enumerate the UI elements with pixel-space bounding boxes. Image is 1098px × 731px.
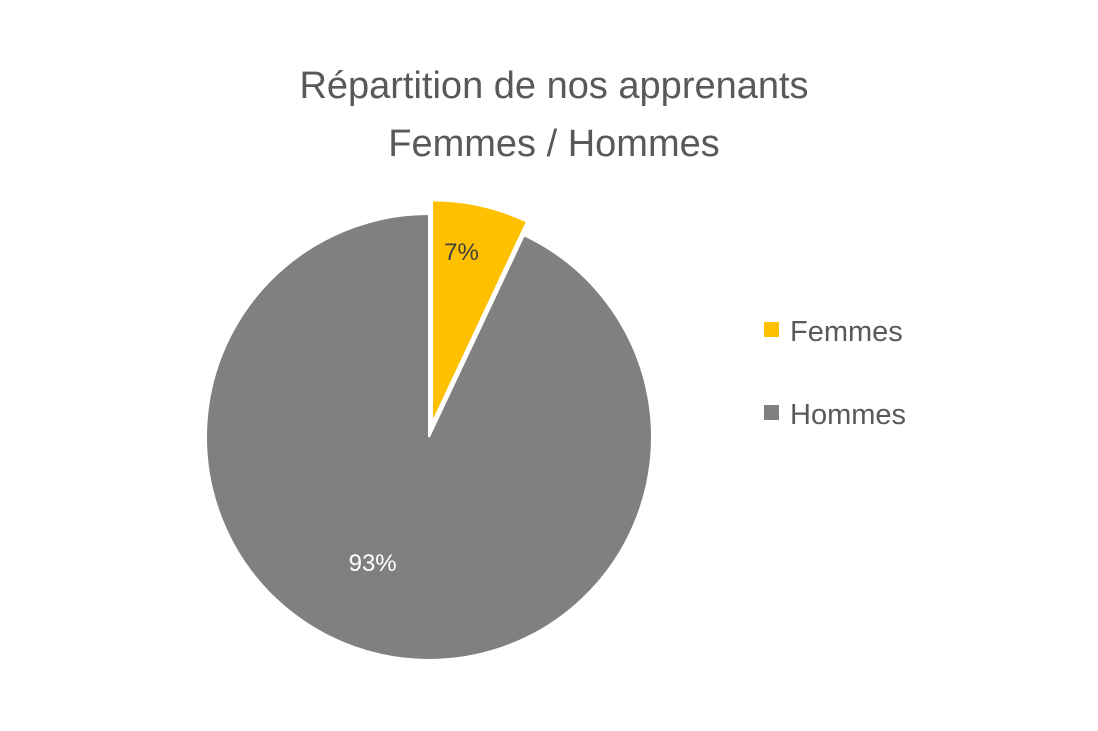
pie-slices [205, 199, 653, 661]
pie-slice-hommes [205, 212, 653, 661]
data-label-hommes: 93% [349, 550, 397, 577]
pie-data-labels: 7% 93% [349, 239, 479, 577]
pie-slice-femmes [431, 199, 529, 424]
legend-swatch-hommes [764, 405, 779, 420]
legend-label-femmes: Femmes [790, 316, 903, 348]
data-label-femmes: 7% [444, 239, 479, 266]
chart-title: Répartition de nos apprenants [299, 65, 808, 107]
legend-swatch-femmes [764, 322, 779, 337]
chart-subtitle: Femmes / Hommes [388, 123, 719, 165]
legend-label-hommes: Hommes [790, 399, 906, 431]
legend: Femmes Hommes [764, 316, 906, 431]
